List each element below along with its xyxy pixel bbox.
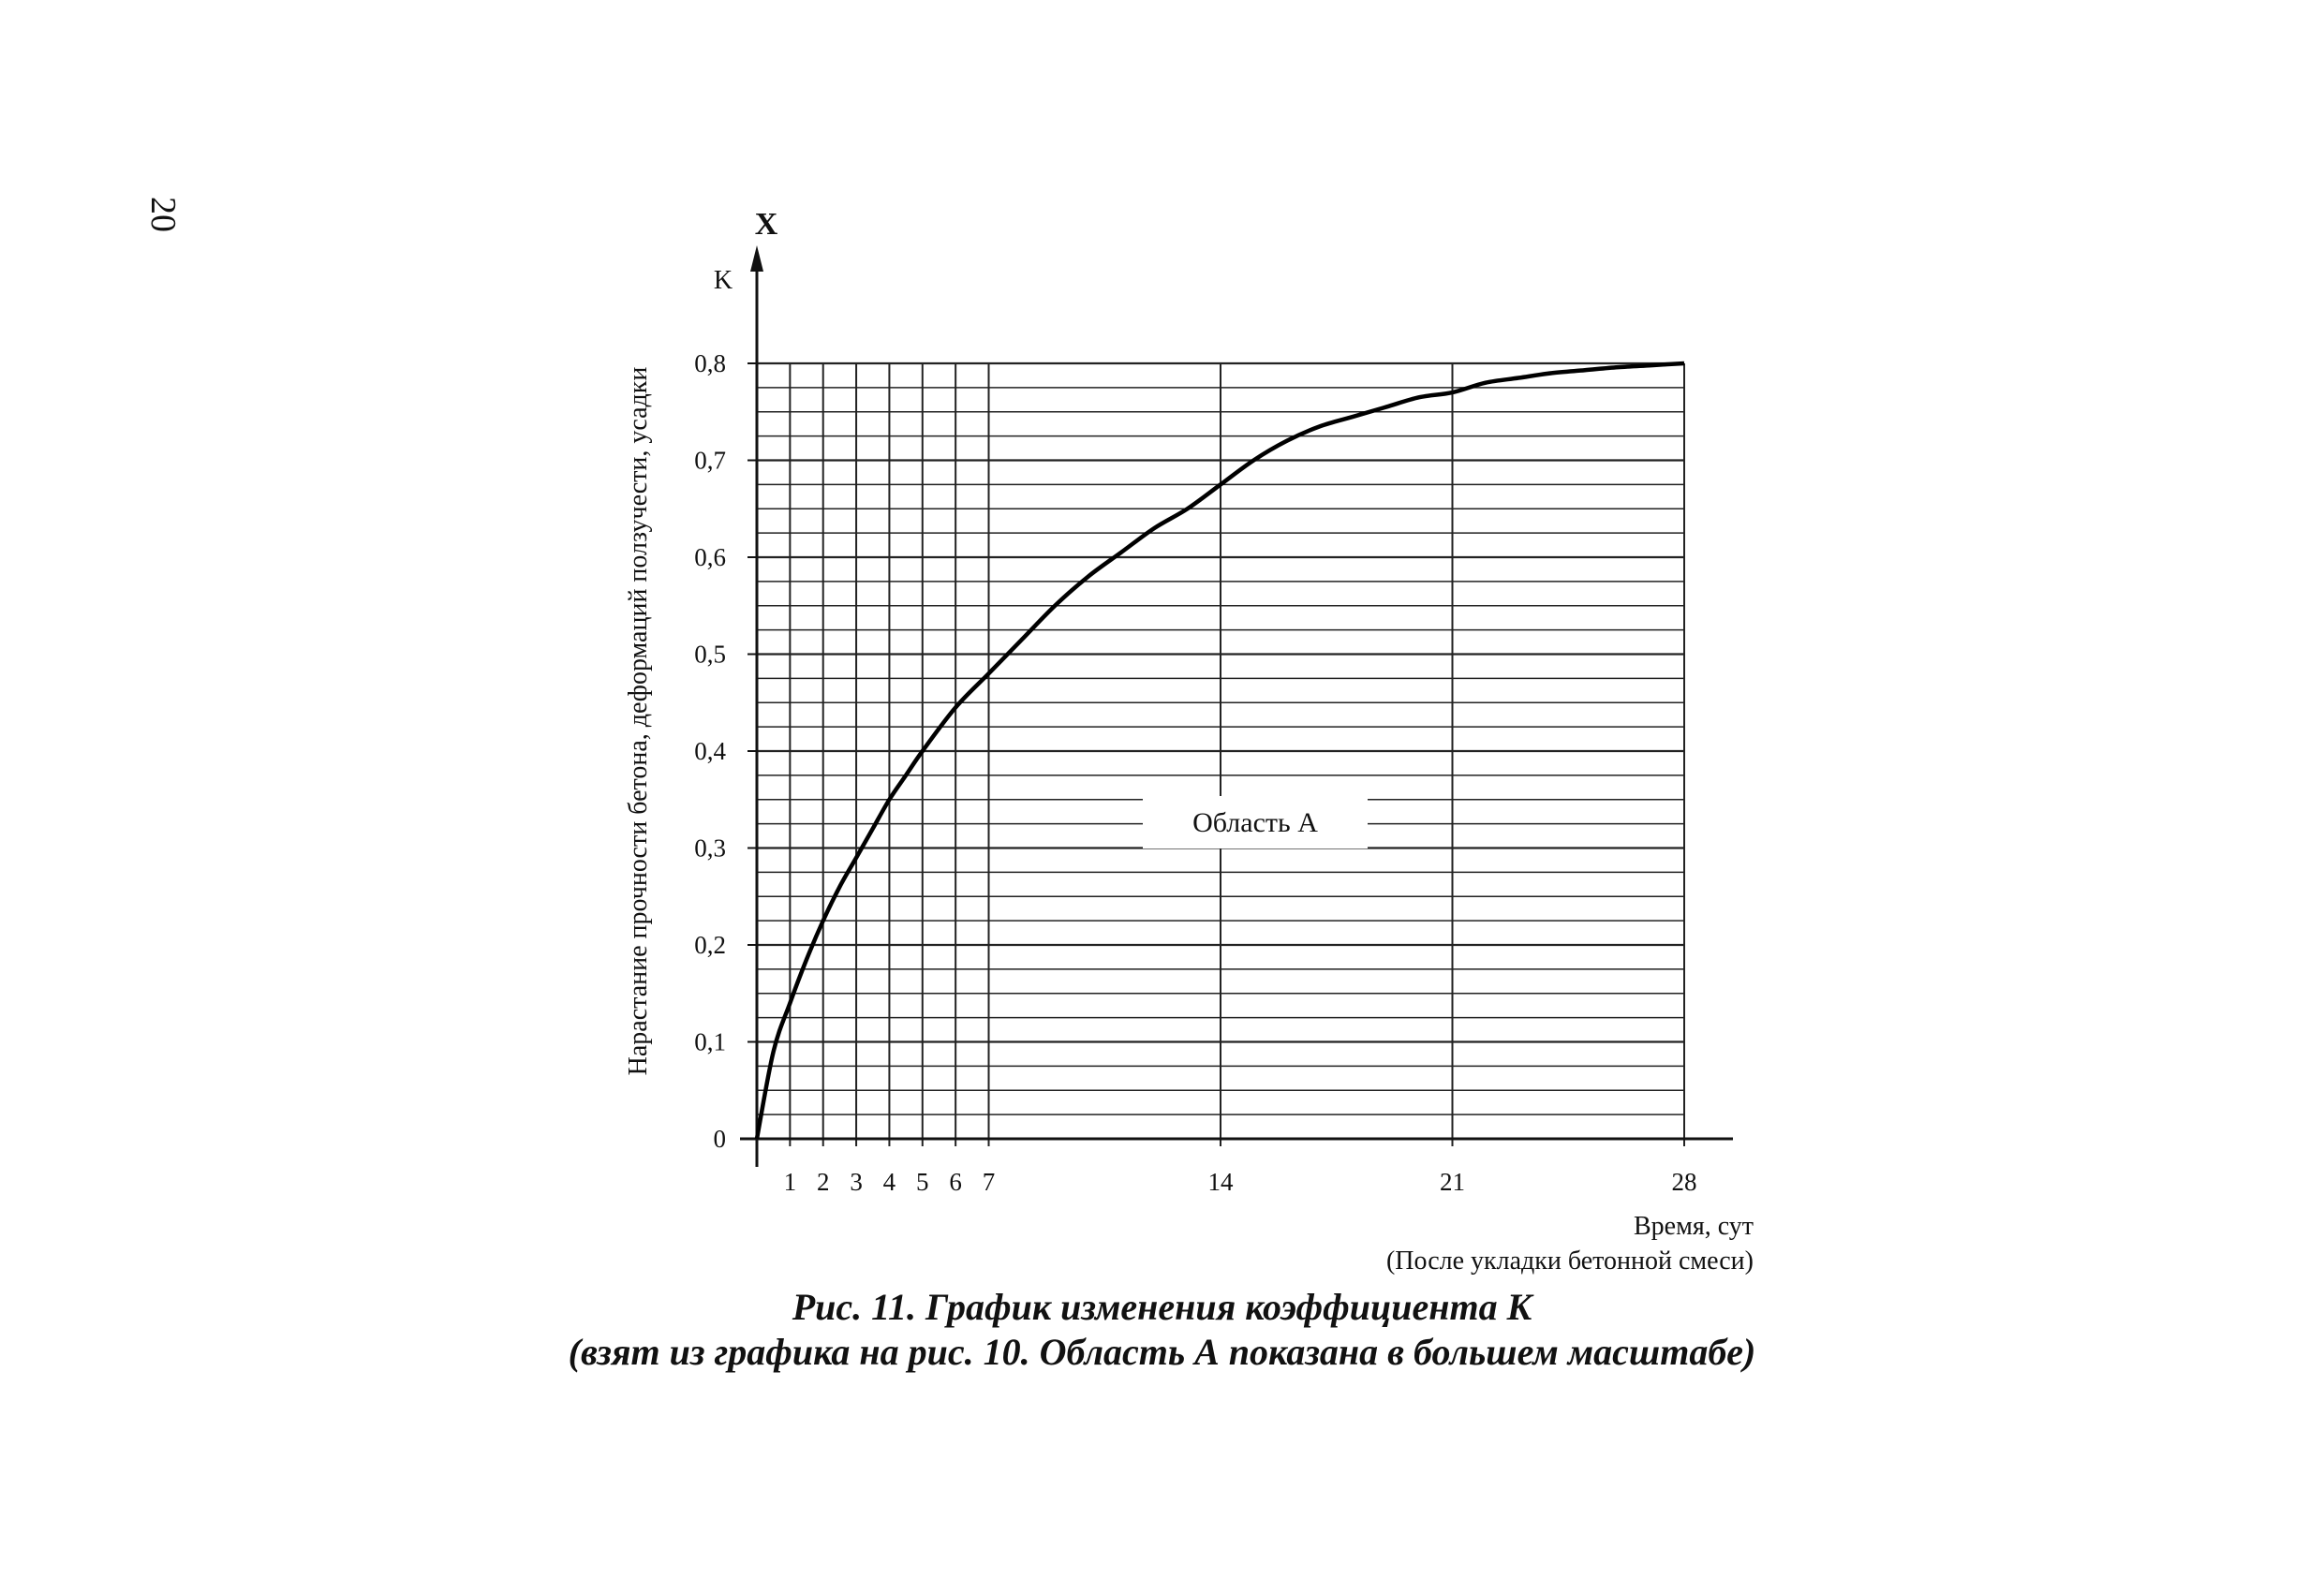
axes [740, 245, 1733, 1167]
x-tick-label: 5 [916, 1168, 929, 1196]
region-label-box [1143, 796, 1368, 848]
y-tick-label: 0,3 [694, 834, 726, 863]
x-tick-label: 6 [949, 1168, 962, 1196]
y-tick-label: 0,5 [694, 641, 726, 669]
y-tick-label: 0,6 [694, 543, 726, 571]
y-axis-arrow-label: X [755, 207, 778, 242]
x-tick-label: 7 [983, 1168, 996, 1196]
vertical-grid [789, 363, 1685, 1146]
x-tick-label: 14 [1208, 1168, 1235, 1196]
y-tick-label: 0,8 [694, 349, 726, 377]
x-tick-label: 2 [817, 1168, 830, 1196]
y-tick-labels: 0 0,1 0,2 0,3 0,4 0,5 0,6 0,7 0,8 [694, 349, 757, 1153]
y-axis-letter: K [714, 266, 733, 295]
x-tick-labels: 1 2 3 4 5 6 7 14 21 28 [784, 1168, 1697, 1196]
series-group [754, 361, 1685, 1140]
y-axis-title: Нарастание прочности бетона, деформаций … [624, 367, 653, 1076]
x-tick-label: 3 [850, 1168, 863, 1196]
x-tick-label: 4 [883, 1168, 896, 1196]
x-axis-title: Время, сут [1634, 1212, 1754, 1241]
y-tick-label: 0,2 [694, 931, 726, 959]
figure-caption-line2: (взят из графика на рис. 10. Область А п… [568, 1331, 1756, 1373]
x-tick-label: 28 [1672, 1168, 1697, 1196]
x-tick-label: 1 [784, 1168, 797, 1196]
y-tick-label: 0,7 [694, 447, 726, 475]
y-axis-arrow [750, 245, 763, 272]
y-tick-label: 0 [714, 1125, 727, 1153]
series-line [754, 361, 1685, 1140]
figure-caption-line1: Рис. 11. График изменения коэффициента K [792, 1286, 1532, 1328]
x-axis-subtitle: (После укладки бетонной смеси) [1386, 1246, 1754, 1276]
y-tick-label: 0,1 [694, 1028, 726, 1056]
x-tick-label: 21 [1440, 1168, 1465, 1196]
region-label: Область А [1192, 807, 1318, 838]
y-tick-label: 0,4 [694, 737, 726, 765]
